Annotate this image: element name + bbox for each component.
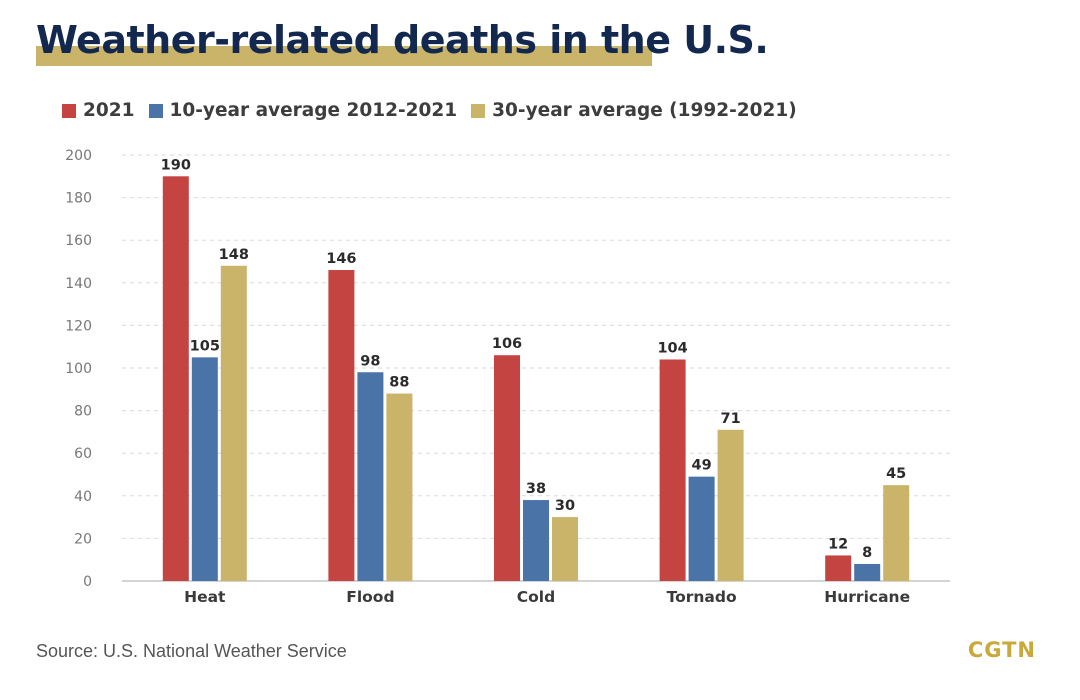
- data-label: 12: [828, 536, 848, 552]
- y-tick-label: 200: [65, 148, 92, 164]
- y-tick-label: 80: [74, 404, 92, 420]
- bar: [357, 372, 384, 581]
- bar: [659, 359, 686, 581]
- y-tick-label: 20: [74, 531, 92, 547]
- data-label: 88: [389, 375, 409, 391]
- data-label: 190: [161, 157, 191, 173]
- bar: [386, 393, 413, 581]
- bar: [220, 265, 247, 581]
- legend-swatch-2021: [62, 103, 76, 118]
- y-tick-label: 100: [65, 361, 92, 377]
- data-label: 105: [190, 338, 220, 354]
- title-block: Weather-related deaths in the U.S.: [36, 14, 769, 66]
- data-label: 71: [721, 411, 741, 427]
- bar: [688, 476, 715, 581]
- legend-item-30yr: 30-year average (1992-2021): [471, 100, 797, 121]
- y-tick-label: 60: [74, 446, 92, 462]
- x-tick-label: Cold: [517, 588, 555, 606]
- data-label: 106: [492, 336, 522, 352]
- legend: 2021 10-year average 2012-2021 30-year a…: [62, 100, 811, 121]
- bar: [825, 555, 852, 581]
- bar: [552, 517, 578, 581]
- data-label: 148: [219, 247, 249, 263]
- source-note: Source: U.S. National Weather Service: [36, 641, 347, 661]
- bar: [494, 355, 520, 581]
- legend-item-10yr: 10-year average 2012-2021: [148, 100, 458, 121]
- bar: [328, 270, 355, 581]
- legend-item-2021: 2021: [62, 100, 135, 121]
- y-tick-label: 0: [83, 574, 92, 590]
- y-tick-label: 140: [65, 276, 92, 292]
- y-tick-label: 180: [65, 191, 92, 207]
- bar: [191, 357, 218, 581]
- data-label: 49: [692, 458, 712, 474]
- data-label: 8: [862, 545, 872, 561]
- data-label: 146: [326, 251, 356, 267]
- data-label: 38: [526, 481, 546, 497]
- data-label: 30: [555, 498, 575, 514]
- legend-label-2021: 2021: [83, 100, 135, 121]
- brand-logo: CGTN: [967, 638, 1036, 662]
- x-tick-label: Heat: [184, 588, 226, 606]
- legend-swatch-30yr: [471, 103, 486, 118]
- x-tick-label: Tornado: [667, 588, 737, 606]
- legend-label-30yr: 30-year average (1992-2021): [492, 100, 797, 121]
- title-underline-bar: [36, 46, 652, 66]
- legend-swatch-10yr: [148, 103, 163, 118]
- data-label: 45: [886, 466, 906, 482]
- y-tick-label: 160: [65, 233, 92, 249]
- bar: [854, 563, 881, 581]
- y-tick-label: 40: [74, 489, 92, 505]
- x-tick-label: Hurricane: [824, 588, 910, 606]
- x-tick-label: Flood: [346, 588, 394, 606]
- bar: [883, 485, 910, 581]
- chart-title: Weather-related deaths in the U.S.: [36, 18, 769, 62]
- bar: [162, 176, 189, 582]
- data-label: 104: [657, 340, 687, 356]
- data-label: 98: [360, 353, 380, 369]
- bar: [523, 500, 549, 581]
- y-tick-label: 120: [65, 318, 92, 334]
- legend-label-10yr: 10-year average 2012-2021: [169, 100, 458, 121]
- bar: [717, 429, 744, 581]
